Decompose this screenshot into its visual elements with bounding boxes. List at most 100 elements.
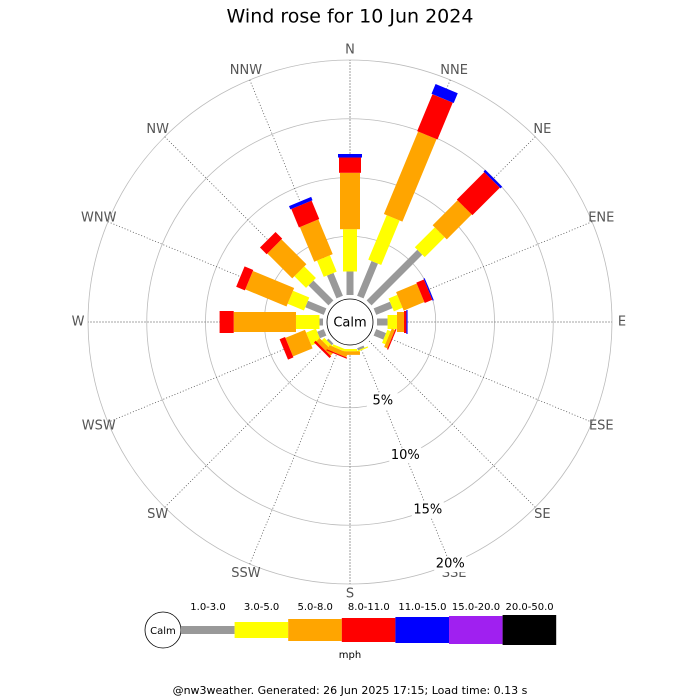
bar-segment xyxy=(396,312,405,332)
legend-calm-label: Calm xyxy=(150,626,176,637)
bar-segment xyxy=(305,300,327,315)
bar-segment xyxy=(354,346,369,353)
bar-segment xyxy=(383,131,437,222)
legend-label: 3.0-5.0 xyxy=(244,602,279,613)
legend-swatch xyxy=(449,616,503,644)
direction-label: S xyxy=(346,587,354,602)
legend-swatch xyxy=(502,615,557,645)
bar-segment xyxy=(456,172,500,216)
bar-segment xyxy=(294,266,316,288)
bar-segment xyxy=(382,329,391,345)
bar-segment xyxy=(326,338,334,346)
direction-label: N xyxy=(345,43,355,58)
bar-segment xyxy=(343,349,357,352)
bar-segment xyxy=(404,311,407,333)
bar-segment xyxy=(308,280,334,306)
legend-swatch xyxy=(288,619,342,641)
bar-segment xyxy=(368,215,400,265)
bar-segment xyxy=(339,157,361,173)
direction-label: NE xyxy=(533,122,551,137)
bar-segment xyxy=(373,329,387,340)
bar-segment xyxy=(327,345,349,358)
bar-segment xyxy=(373,301,393,315)
bar-segment xyxy=(326,272,343,299)
bar-segment xyxy=(332,344,347,352)
bar-segment xyxy=(406,310,408,334)
legend-label: 8.0-11.0 xyxy=(348,602,390,613)
ring-label-bg xyxy=(366,393,399,410)
bar-segment xyxy=(357,260,378,299)
bar-segment xyxy=(289,196,313,210)
ring-label-bg xyxy=(389,447,422,464)
bar-segment xyxy=(295,315,320,329)
bar-segment xyxy=(432,200,472,240)
bar-segment xyxy=(343,229,357,272)
direction-label: SSW xyxy=(231,566,261,581)
direction-label: WNW xyxy=(81,210,117,225)
legend-swatch xyxy=(395,617,449,643)
spoke xyxy=(164,340,332,508)
bar-segment xyxy=(431,84,458,103)
bar-segment xyxy=(340,351,360,355)
bar-segment xyxy=(259,231,283,255)
bar-segment xyxy=(366,249,423,306)
legend-swatch xyxy=(181,626,235,634)
direction-label: SW xyxy=(147,507,168,522)
calm-label: Calm xyxy=(333,316,366,331)
grid-ring xyxy=(146,118,554,526)
bar-segment xyxy=(326,349,348,359)
ring-label: 5% xyxy=(373,394,394,409)
ring-label-bg xyxy=(434,556,467,573)
bar-segment xyxy=(236,266,254,291)
bar-segment xyxy=(313,340,332,359)
bar-segment xyxy=(267,239,307,279)
direction-label: W xyxy=(72,315,85,330)
ring-label: 10% xyxy=(391,448,420,463)
direction-label: NNW xyxy=(230,63,262,78)
legend-swatch xyxy=(341,618,396,642)
legend-label: 20.0-50.0 xyxy=(506,602,554,613)
ring-label: 15% xyxy=(413,502,442,517)
direction-label: SE xyxy=(534,507,550,522)
bar-segment xyxy=(299,219,333,262)
spoke xyxy=(368,340,536,508)
legend-label: 11.0-15.0 xyxy=(398,602,446,613)
calm-circle xyxy=(326,298,374,346)
chart-title: Wind rose for 10 Jun 2024 xyxy=(227,6,474,28)
direction-label: ENE xyxy=(588,210,614,225)
bar-segment xyxy=(388,294,403,312)
bar-segment xyxy=(396,283,425,311)
bar-segment xyxy=(416,279,433,303)
bar-segment xyxy=(387,328,397,350)
bar-segment xyxy=(387,315,397,329)
bar-segment xyxy=(483,169,503,189)
legend-unit: mph xyxy=(339,650,361,661)
legend-label: 5.0-8.0 xyxy=(297,602,332,613)
direction-label: ESE xyxy=(589,419,614,434)
bar-segment xyxy=(338,154,362,158)
bar-segment xyxy=(279,337,294,360)
bar-segment xyxy=(367,339,372,344)
bar-segment xyxy=(384,328,396,349)
bar-segment xyxy=(423,278,434,301)
bar-segment xyxy=(245,270,295,307)
legend-label: 15.0-20.0 xyxy=(452,602,500,613)
footer: @nw3weather. Generated: 26 Jun 2025 17:1… xyxy=(173,684,528,697)
legend-swatch xyxy=(234,622,289,638)
bar-segment xyxy=(377,318,388,326)
direction-label: WSW xyxy=(82,419,116,434)
direction-label: NNE xyxy=(440,63,468,78)
spoke xyxy=(374,331,593,423)
bar-segment xyxy=(319,318,324,326)
bar-segment xyxy=(291,200,320,228)
ring-label: 20% xyxy=(436,557,465,572)
legend-label: 1.0-3.0 xyxy=(190,602,225,613)
bar-segment xyxy=(340,172,360,230)
bar-segment xyxy=(317,255,337,277)
bar-segment xyxy=(285,329,313,357)
ring-label-bg xyxy=(411,501,444,518)
direction-label: E xyxy=(618,315,626,330)
bar-segment xyxy=(417,94,453,140)
bar-segment xyxy=(233,312,296,332)
